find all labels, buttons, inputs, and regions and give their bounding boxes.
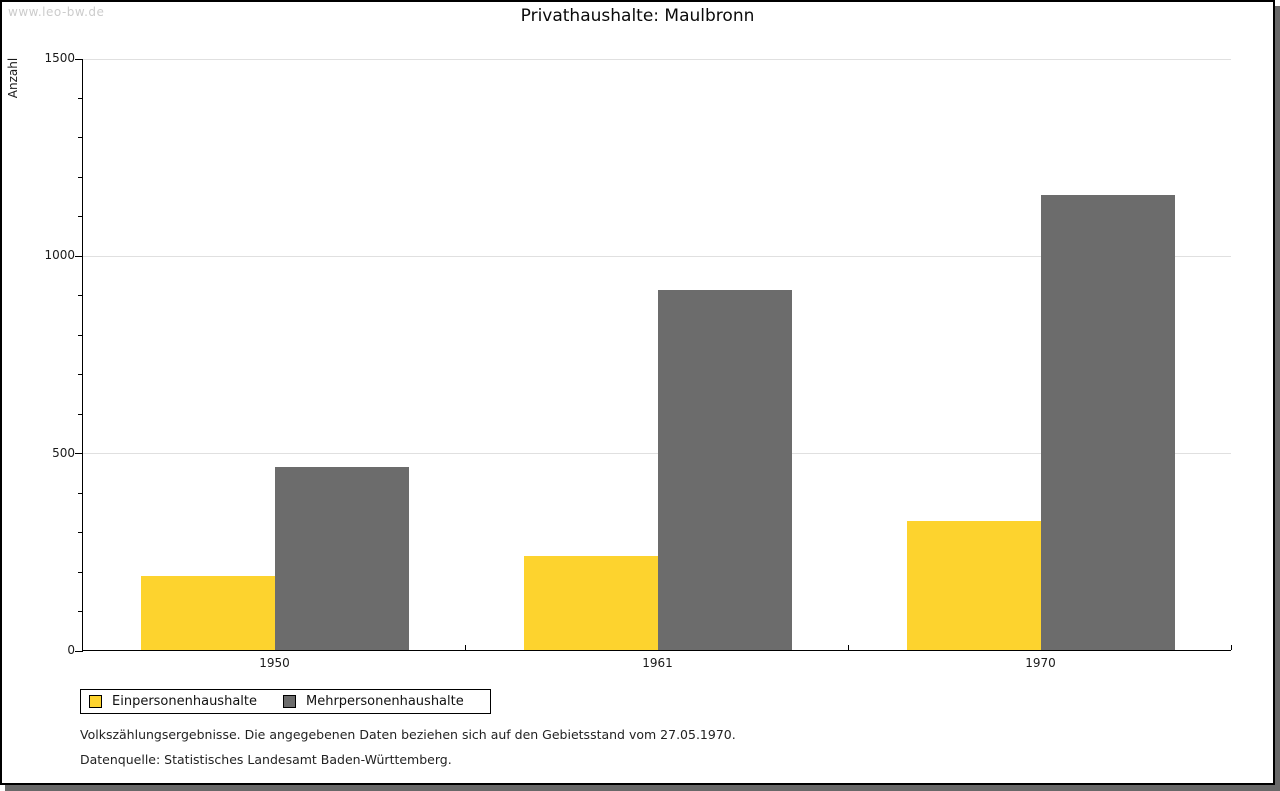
y-minor-tick-900 [78, 295, 83, 297]
gridline-1500 [83, 58, 1231, 60]
bar-mehrpersonenhaushalte-1950 [274, 466, 409, 650]
y-minor-tick-200 [78, 571, 83, 573]
legend-swatch-gray [283, 695, 296, 708]
legend-swatch-yellow [89, 695, 102, 708]
y-tick-0 [75, 650, 83, 652]
y-tick-label-500: 500 [52, 445, 75, 460]
watermark-leo-bw: www.leo-bw.de [8, 5, 105, 19]
footer-note-source: Datenquelle: Statistisches Landesamt Bad… [80, 752, 452, 767]
y-minor-tick-400 [78, 492, 83, 494]
bar-einpersonenhaushalte-1961 [523, 556, 658, 650]
bar-einpersonenhaushalte-1950 [140, 576, 275, 650]
y-tick-label-0: 0 [67, 643, 75, 657]
x-axis-boundary-tick-1 [465, 645, 466, 650]
legend-label: Mehrpersonenhaushalte [306, 694, 464, 709]
y-minor-tick-700 [78, 374, 83, 376]
y-minor-tick-1300 [78, 137, 83, 139]
y-minor-tick-1100 [78, 216, 83, 218]
bar-mehrpersonenhaushalte-1961 [657, 290, 792, 650]
y-minor-tick-100 [78, 611, 83, 613]
legend-item-mehrpersonenhaushalte: Mehrpersonenhaushalte [283, 694, 464, 709]
y-minor-tick-800 [78, 334, 83, 336]
y-tick-500 [75, 453, 83, 455]
gridline-500 [83, 453, 1231, 455]
bar-einpersonenhaushalte-1970 [906, 520, 1041, 650]
x-tick-label-1950: 1950 [259, 656, 290, 670]
legend-item-einpersonenhaushalte: Einpersonenhaushalte [89, 694, 257, 709]
plot-area: 0 500 1000 1500 1950 1961 1970 [44, 51, 1232, 670]
y-tick-label-1500: 1500 [44, 51, 75, 65]
y-minor-tick-600 [78, 413, 83, 415]
y-minor-tick-1400 [78, 97, 83, 99]
bar-mehrpersonenhaushalte-1970 [1040, 194, 1175, 650]
footer-note-census: Volkszählungsergebnisse. Die angegebenen… [80, 727, 736, 742]
gridline-1000 [83, 255, 1231, 257]
y-tick-label-1000: 1000 [44, 248, 75, 263]
x-tick-label-1961: 1961 [642, 656, 673, 670]
chart-title: Privathaushalte: Maulbronn [520, 6, 755, 26]
y-tick-1500 [75, 58, 83, 60]
y-tick-1000 [75, 255, 83, 257]
x-axis-boundary-tick-2 [848, 645, 849, 650]
x-axis-boundary-tick-3 [1231, 645, 1232, 650]
x-tick-label-1970: 1970 [1025, 656, 1056, 670]
y-minor-tick-1200 [78, 176, 83, 178]
y-minor-tick-300 [78, 532, 83, 534]
legend: Einpersonenhaushalte Mehrpersonenhaushal… [80, 689, 491, 714]
legend-label: Einpersonenhaushalte [112, 694, 257, 709]
